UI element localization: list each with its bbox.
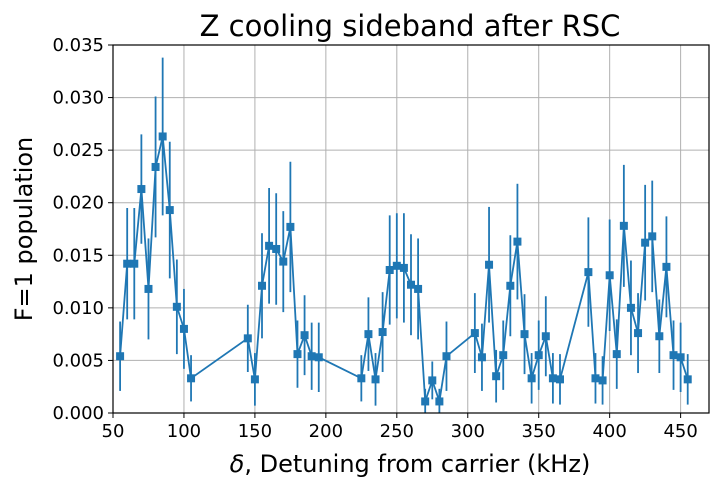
- data-point: [534, 351, 543, 360]
- data-point: [506, 281, 515, 290]
- x-axis-symbol: δ: [230, 450, 245, 478]
- plot-frame: [112, 44, 710, 414]
- data-point: [548, 374, 557, 383]
- data-point: [641, 238, 650, 247]
- data-point: [179, 324, 188, 333]
- data-point: [158, 132, 167, 141]
- data-point: [612, 350, 621, 359]
- y-tick-label: 0.025: [52, 140, 104, 161]
- data-point: [137, 185, 146, 194]
- data-point: [279, 257, 288, 266]
- data-point: [591, 374, 600, 383]
- data-point: [130, 259, 139, 268]
- data-point: [428, 376, 437, 385]
- data-point: [300, 331, 309, 340]
- data-point: [442, 352, 451, 361]
- data-point: [598, 376, 607, 385]
- data-point: [556, 375, 564, 384]
- y-tick-label: 0.030: [52, 88, 104, 109]
- x-tick-label: 200: [309, 421, 343, 442]
- data-point: [477, 353, 486, 362]
- data-point: [272, 244, 281, 253]
- data-point: [144, 284, 153, 293]
- y-axis-label: F=1 population: [10, 137, 38, 322]
- data-point: [619, 221, 628, 230]
- data-point: [485, 260, 494, 269]
- data-point: [655, 332, 664, 341]
- y-tick-label: 0.005: [52, 350, 104, 371]
- x-tick-label: 250: [380, 421, 414, 442]
- data-point: [250, 375, 259, 384]
- data-point: [286, 222, 295, 231]
- axis-ticks: 50 100 150 200 250 300 350 400 450 0.000 0.005 0.01…: [52, 35, 697, 442]
- data-point: [605, 271, 614, 280]
- data-point: [123, 259, 132, 268]
- data-point: [371, 375, 380, 384]
- y-tick-label: 0.015: [52, 245, 104, 266]
- data-point: [392, 261, 401, 270]
- data-point: [662, 262, 671, 271]
- data-point: [378, 328, 387, 337]
- data-point: [470, 329, 479, 338]
- data-point: [265, 241, 274, 250]
- data-point: [258, 281, 266, 290]
- data-point: [669, 351, 678, 360]
- data-point: [407, 280, 415, 289]
- x-tick-label: 400: [592, 421, 626, 442]
- data-series: [116, 57, 692, 413]
- data-point: [151, 162, 160, 171]
- data-point: [187, 374, 196, 383]
- data-point: [435, 397, 444, 406]
- x-tick-label: 350: [522, 421, 556, 442]
- data-point: [683, 375, 692, 384]
- x-tick-label: 450: [663, 421, 697, 442]
- data-point: [499, 351, 508, 360]
- data-point: [634, 329, 643, 338]
- data-point: [626, 303, 635, 312]
- x-tick-label: 100: [167, 421, 201, 442]
- data-point: [314, 353, 323, 362]
- data-point: [520, 330, 529, 339]
- y-tick-label: 0.035: [52, 35, 104, 56]
- data-point: [307, 352, 316, 361]
- chart-title: Z cooling sideband after RSC: [200, 9, 621, 43]
- data-point: [541, 332, 550, 341]
- data-point: [165, 206, 174, 215]
- data-point: [414, 284, 423, 293]
- data-point: [648, 232, 657, 241]
- data-point: [116, 352, 125, 361]
- y-tick-label: 0.020: [52, 193, 104, 214]
- data-point: [492, 372, 501, 381]
- x-axis-label: δ, Detuning from carrier (kHz): [230, 450, 591, 478]
- x-axis-label-text: , Detuning from carrier (kHz): [244, 450, 590, 478]
- data-point: [357, 374, 366, 383]
- data-point: [172, 302, 181, 311]
- data-point: [293, 350, 302, 359]
- x-tick-label: 300: [451, 421, 485, 442]
- data-point: [527, 374, 536, 383]
- data-point: [584, 268, 593, 277]
- data-point: [364, 330, 373, 339]
- y-tick-label: 0.010: [52, 298, 104, 319]
- data-point: [399, 263, 408, 272]
- y-tick-label: 0.000: [52, 403, 104, 424]
- x-tick-label: 150: [238, 421, 272, 442]
- data-point: [676, 353, 685, 362]
- data-point: [385, 266, 394, 275]
- x-tick-label: 50: [102, 421, 125, 442]
- data-point: [513, 237, 522, 246]
- data-point: [243, 334, 252, 343]
- data-point: [421, 397, 430, 406]
